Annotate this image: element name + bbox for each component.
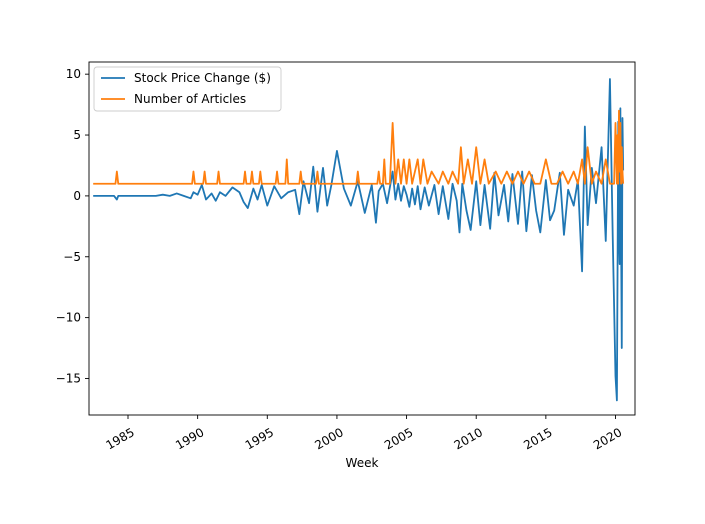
series-line-number-of-articles (93, 109, 625, 185)
y-tick-label: −15 (56, 371, 81, 385)
legend-box (93, 66, 282, 112)
x-tick-label: 1990 (173, 425, 206, 452)
x-tick-label: 2010 (452, 425, 485, 452)
y-tick-label: −10 (56, 311, 81, 325)
y-tick-label: 0 (73, 189, 81, 203)
y-tick-label: −5 (63, 250, 81, 264)
x-tick-label: 2015 (521, 425, 554, 452)
y-tick-label: 5 (73, 128, 81, 142)
legend-label-stock: Stock Price Change ($) (134, 71, 271, 85)
plot-frame (88, 61, 636, 416)
plot-area (89, 62, 635, 415)
x-tick-label: 1995 (243, 425, 276, 452)
y-tick-label: 10 (66, 67, 81, 81)
series-line-stock-price-change (93, 78, 625, 402)
y-axis: 10 5 0 −5 −10 −15 (56, 67, 89, 385)
x-axis: 1985 1990 1995 2000 2005 2010 2015 2020 (103, 415, 624, 452)
x-axis-label: Week (346, 456, 379, 470)
x-tick-label: 2020 (591, 425, 624, 452)
x-tick-label: 2000 (312, 425, 345, 452)
legend-label-articles: Number of Articles (134, 92, 246, 106)
x-tick-label: 2005 (382, 425, 415, 452)
series-layer (93, 78, 625, 402)
legend: Stock Price Change ($) Number of Article… (93, 66, 282, 112)
x-tick-label: 1985 (103, 425, 136, 452)
